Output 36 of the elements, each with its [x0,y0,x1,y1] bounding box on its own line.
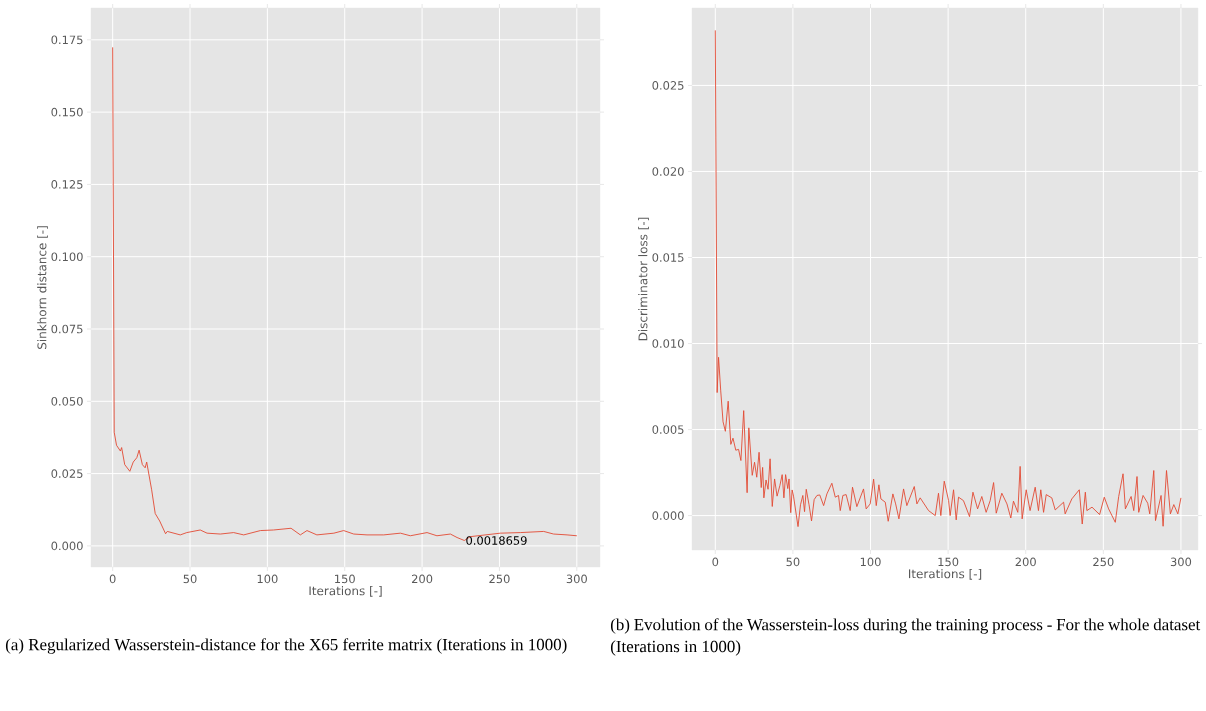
x-tick-label: 0 [109,574,116,584]
x-tick-label: 150 [938,557,959,567]
text: (b) Evolution of the Wasserstein-loss during the training process - For the whole dataset (Iterations in 1000) [610,618,1201,656]
y-tick-label: 0.025 [51,469,83,478]
x-tick-label: 0 [712,557,719,567]
annotation: 0.0018659 [466,536,527,545]
y-tick-label: 0.015 [652,253,684,262]
y-tick-label: 0.020 [652,167,684,176]
text: (a) Regularized Wasserstein-distance for the X65 ferrite matrix (Iterations in 1000) [5,638,567,654]
x-tick-label: 150 [335,574,355,584]
y-tick-label: 0.175 [51,35,83,45]
x-tick-label: 100 [257,574,278,584]
y-tick-label: 0.010 [652,339,684,348]
y-tick-label: 0.050 [51,396,83,406]
line-series [714,29,1182,528]
y-tick-label: 0.000 [51,541,83,551]
x-tick-label: 200 [412,574,433,584]
x-tick-label: 100 [860,557,881,567]
y-axis-title: Discriminator loss [-] [638,217,649,341]
x-tick-label: 200 [1015,557,1036,567]
x-tick-label: 300 [566,574,587,584]
y-tick-label: 0.000 [652,511,684,520]
y-tick-label: 0.100 [51,252,83,262]
x-axis-title: Iterations [-] [309,586,382,597]
x-tick-label: 50 [786,557,800,567]
x-tick-label: 250 [489,574,510,584]
y-tick-label: 0.150 [51,107,83,117]
x-tick-label: 300 [1170,557,1192,567]
y-tick-label: 0.075 [51,324,83,334]
x-tick-label: 250 [1093,557,1114,567]
y-tick-label: 0.005 [652,425,684,434]
x-tick-label: 50 [183,574,197,584]
y-axis-title: Sinkhorn distance [-] [37,226,48,349]
y-tick-label: 0.025 [652,81,684,90]
y-tick-label: 0.125 [51,180,83,189]
x-axis-title: Iterations [-] [908,569,982,580]
